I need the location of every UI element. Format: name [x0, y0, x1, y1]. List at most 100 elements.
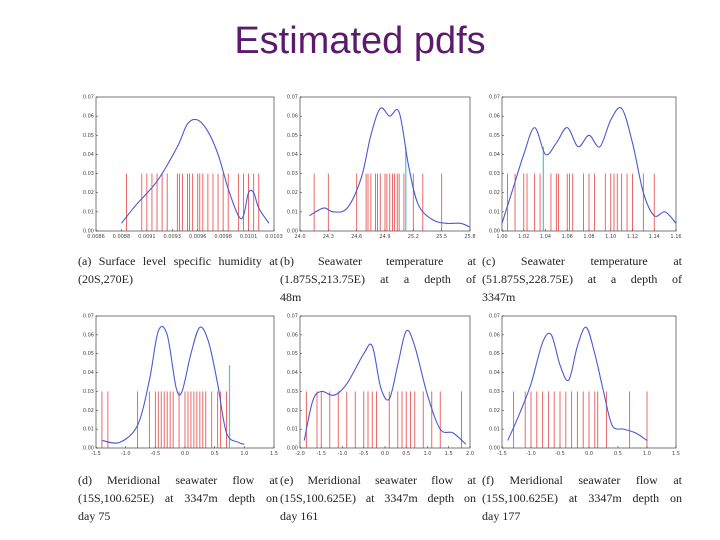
axes-frame: [299, 315, 471, 449]
x-tick-label: 0.0086: [87, 234, 105, 240]
y-tick-label: 0.04: [83, 370, 94, 376]
y-tick-label: 0.01: [287, 209, 298, 215]
x-tick-label: 1.0: [643, 451, 651, 457]
x-tick-label: 1.02: [518, 234, 529, 240]
y-tick-label: 0.02: [287, 190, 298, 196]
caption-line: 48m: [280, 290, 302, 304]
y-tick-label: 0.00: [83, 229, 94, 235]
x-tick-label: 24.0: [294, 234, 305, 240]
y-tick-label: 0.05: [83, 133, 94, 139]
y-tick-label: 0.03: [83, 389, 94, 395]
y-tick-label: 0.01: [287, 427, 298, 433]
x-tick-label: 1.0: [240, 451, 248, 457]
y-tick-label: 0.04: [287, 370, 298, 376]
x-tick-label: 0.0098: [214, 234, 232, 240]
caption-line: (a) Surface level specific humidity at: [78, 254, 278, 268]
x-tick-label: 0.5: [402, 451, 410, 457]
x-tick-label: 24.6: [351, 234, 362, 240]
x-tick-label: 1.04: [540, 234, 551, 240]
x-tick-label: 1.0: [424, 451, 432, 457]
y-tick-label: 0.04: [489, 370, 500, 376]
x-tick-label: -0.5: [150, 451, 160, 457]
x-tick-label: 1.00: [496, 234, 507, 240]
x-tick-label: 1.06: [562, 234, 573, 240]
x-tick-label: 0.5: [211, 451, 219, 457]
x-tick-label: 0.0093: [164, 234, 182, 240]
panel-a: 0.00 0.01 0.02 0.03 0.04 0.05 0.06 0.07 0.0086 0.…: [83, 95, 283, 241]
x-tick-label: -2.0: [295, 451, 305, 457]
y-tick-label: 0.02: [489, 408, 500, 414]
caption-b: (b) Seawater temperature at (1.875S,213.…: [280, 252, 476, 306]
caption-a: (a) Surface level specific humidity at (…: [78, 252, 278, 288]
panel-d: 0.00 0.01 0.02 0.03 0.04 0.05 0.06 0.07 -1.5 -1.0…: [83, 314, 278, 458]
x-tick-label: 0.5: [614, 451, 622, 457]
x-tick-label: 24.9: [379, 234, 390, 240]
y-tick-label: 0.07: [83, 314, 94, 320]
x-tick-label: 0.0103: [265, 234, 283, 240]
y-tick-label: 0.02: [83, 190, 94, 196]
y-tick-label: 0.05: [489, 133, 500, 139]
x-tick-label: 1.10: [605, 234, 616, 240]
caption-line: day 75: [78, 509, 111, 523]
y-tick-label: 0.05: [83, 351, 94, 357]
y-tick-label: 0.00: [287, 229, 298, 235]
x-tick-label: 0.0091: [138, 234, 156, 240]
caption-line: (d) Meridional seawater flow at: [78, 473, 278, 487]
y-tick-label: 0.03: [489, 171, 500, 177]
y-tick-label: 0.02: [287, 408, 298, 414]
caption-line: (51.875S,228.75E) at a depth of: [482, 272, 682, 286]
panel-b: 0.00 0.01 0.02 0.03 0.04 0.05 0.06 0.07 24.0 24.3…: [287, 95, 476, 241]
x-tick-label: 1.5: [445, 451, 453, 457]
x-tick-label: 1.12: [627, 234, 638, 240]
panel-e: 0.00 0.01 0.02 0.03 0.04 0.05 0.06 0.07 -2.0 -1.5…: [287, 314, 474, 458]
x-tick-label: -0.5: [555, 451, 565, 457]
y-tick-label: 0.03: [83, 171, 94, 177]
caption-line: 3347m: [482, 290, 516, 304]
y-tick-label: 0.06: [287, 114, 298, 120]
caption-line: day 177: [482, 509, 521, 523]
axes-frame: [95, 96, 275, 232]
x-tick-label: 0.0: [381, 451, 389, 457]
caption-c: (c) Seawater temperature at (51.875S,228…: [482, 252, 682, 306]
y-tick-label: 0.00: [489, 229, 500, 235]
y-tick-label: 0.06: [489, 332, 500, 338]
y-tick-label: 0.01: [489, 209, 500, 215]
caption-line: day 161: [280, 509, 319, 523]
kde-curve: [501, 107, 677, 224]
caption-line: (20S,270E): [78, 272, 133, 286]
y-tick-label: 0.06: [83, 332, 94, 338]
y-tick-label: 0.05: [489, 351, 500, 357]
caption-line: (15S,100.625E) at 3347m depth on: [482, 491, 682, 505]
y-tick-label: 0.05: [287, 133, 298, 139]
caption-line: (15S,100.625E) at 3347m depth on: [78, 491, 278, 505]
y-tick-label: 0.05: [287, 351, 298, 357]
y-tick-label: 0.06: [489, 114, 500, 120]
y-tick-label: 0.04: [287, 152, 298, 158]
y-tick-label: 0.00: [489, 446, 500, 452]
x-tick-label: 24.3: [323, 234, 334, 240]
x-tick-label: 1.5: [672, 451, 680, 457]
x-tick-label: 1.5: [270, 451, 278, 457]
kde-curve: [120, 118, 270, 224]
kde-curve: [303, 329, 467, 445]
y-tick-label: 0.07: [83, 95, 94, 101]
x-tick-label: 1.08: [583, 234, 594, 240]
caption-e: (e) Meridional seawater flow at (15S,100…: [280, 471, 476, 525]
kde-curve: [507, 326, 648, 441]
y-tick-label: 0.01: [489, 427, 500, 433]
caption-line: (f) Meridional seawater flow at: [482, 473, 682, 487]
y-tick-label: 0.00: [287, 446, 298, 452]
caption-line: (15S,100.625E) at 3347m depth on: [280, 491, 476, 505]
y-tick-label: 0.01: [83, 209, 94, 215]
panel-c: 0.00 0.01 0.02 0.03 0.04 0.05 0.06 0.07 1.00 1.02…: [489, 95, 682, 241]
x-tick-label: -1.0: [121, 451, 131, 457]
y-tick-label: 0.02: [489, 190, 500, 196]
x-tick-label: -1.0: [526, 451, 536, 457]
x-tick-label: -1.5: [497, 451, 507, 457]
x-tick-label: 2.0: [466, 451, 474, 457]
y-tick-label: 0.01: [83, 427, 94, 433]
x-tick-label: 25.5: [436, 234, 447, 240]
x-tick-label: 0.0: [181, 451, 189, 457]
y-tick-label: 0.07: [489, 314, 500, 320]
x-tick-label: 1.16: [670, 234, 681, 240]
